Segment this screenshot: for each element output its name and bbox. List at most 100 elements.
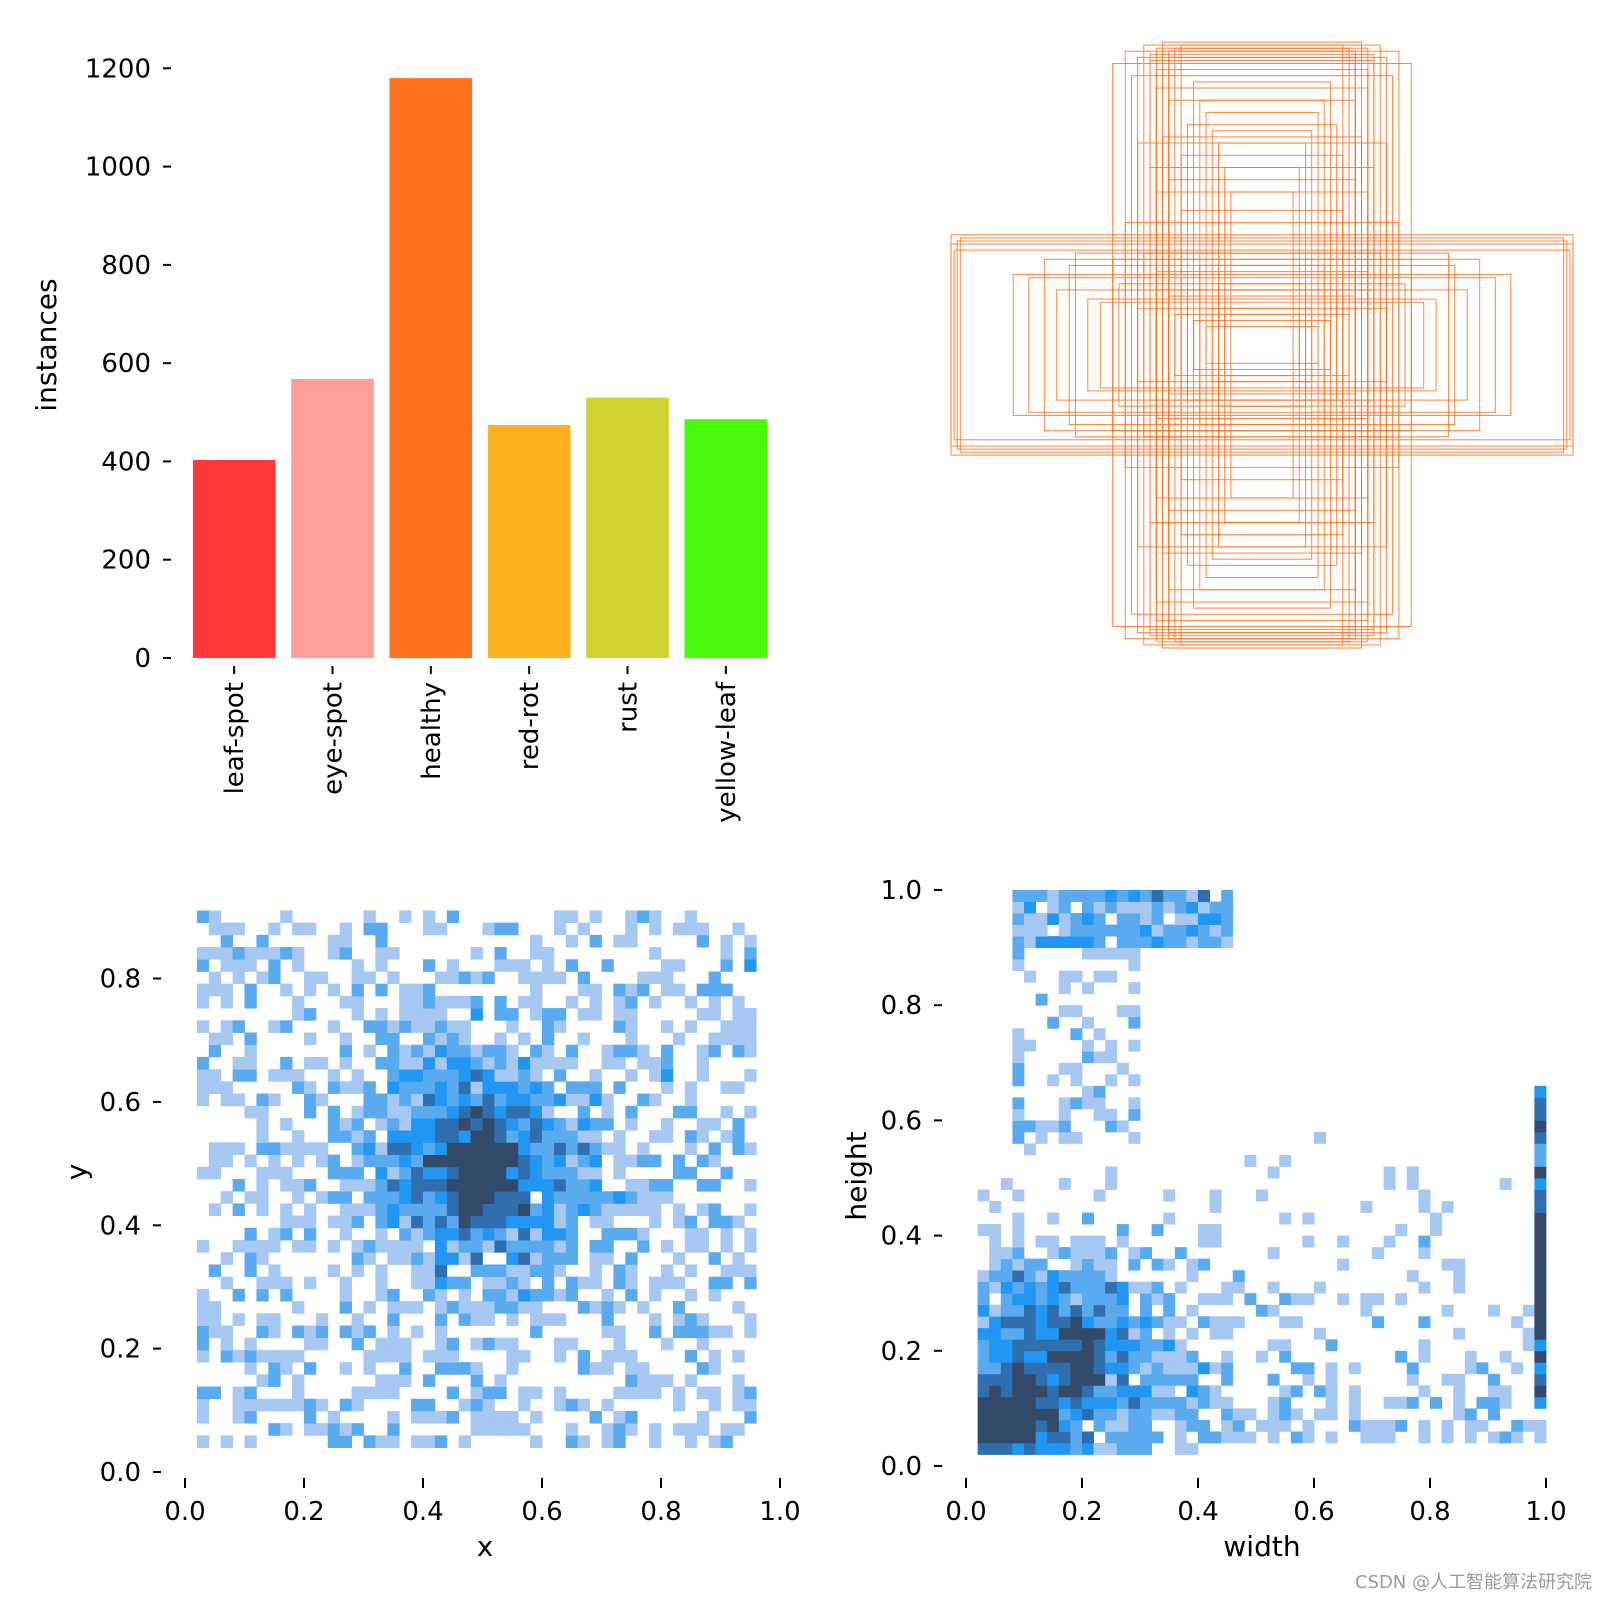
wh-heatmap-cell <box>1418 1247 1431 1260</box>
xy-heatmap-cell <box>434 1313 448 1326</box>
wh-heatmap-cell <box>1105 1442 1118 1455</box>
wh-heatmap-cell <box>1360 1419 1373 1432</box>
xy-heatmap-cell <box>244 1362 257 1375</box>
wh-heatmap-cell <box>1105 1339 1118 1352</box>
wh-heatmap-cell <box>1383 1431 1396 1444</box>
wh-heatmap-cell <box>1372 1247 1384 1260</box>
wh-heatmap-cell <box>1488 1373 1500 1386</box>
xy-heatmap-cell <box>613 1020 626 1033</box>
xy-heatmap-cell <box>363 1203 376 1217</box>
xy-heatmap-cell <box>363 1301 376 1314</box>
xy-heatmap-cell <box>434 1264 448 1278</box>
wh-heatmap-cell <box>1047 1431 1060 1444</box>
wh-heatmap-cell <box>1418 1201 1431 1213</box>
bar-y-axis-label: instances <box>30 278 63 411</box>
box-outline <box>1211 130 1313 560</box>
xy-heatmap-cell <box>720 983 733 997</box>
xy-heatmap-cell <box>399 1240 412 1253</box>
xy-heatmap-cell <box>315 1093 329 1107</box>
xy-heatmap-cell <box>649 1435 662 1448</box>
xy-heatmap-cell <box>446 1349 460 1363</box>
xy-heatmap-cell <box>625 1179 638 1192</box>
xy-heatmap-cell <box>589 910 602 924</box>
wh-heatmap-cell <box>1128 913 1141 925</box>
xy-heatmap-cell <box>244 1105 257 1119</box>
wh-heatmap-cell <box>1093 1085 1106 1098</box>
wh-heatmap-cell <box>1024 1258 1036 1271</box>
wh-heatmap-cell <box>1024 1362 1036 1375</box>
wh-heatmap-cell <box>1534 1293 1547 1306</box>
xy-heatmap-cell <box>458 1203 471 1217</box>
xy-heatmap-cell <box>304 1032 317 1046</box>
xy-heatmap-cell <box>256 1325 269 1339</box>
xy-heatmap-cell <box>708 1325 721 1339</box>
xy-heatmap-cell <box>244 1056 257 1070</box>
xy-heatmap-cell <box>399 983 412 997</box>
xy-heatmap-cell <box>304 1325 317 1339</box>
wh-heatmap-cell <box>1198 1419 1210 1432</box>
box-outline <box>1056 289 1468 401</box>
wh-heatmap-cell <box>1000 1293 1013 1306</box>
xy-heatmap-cell <box>292 1240 305 1253</box>
xy-heatmap-cell <box>732 1117 745 1131</box>
wh-heatmap-cell <box>1151 913 1164 925</box>
xy-heatmap-cell <box>351 1252 364 1265</box>
xy-heatmap-cell <box>339 995 352 1009</box>
xy-heatmap-cell <box>625 1044 638 1058</box>
xy-heatmap-cell <box>304 1179 317 1192</box>
wh-heatmap-cell <box>977 1431 990 1444</box>
xy-heatmap-cell <box>399 1020 412 1033</box>
xy-heatmap-cell <box>542 1227 555 1241</box>
wh-heatmap-cell <box>1534 1339 1547 1352</box>
xy-heatmap-cell <box>708 1398 721 1412</box>
xy-heatmap-cell <box>613 1142 626 1155</box>
xy-heatmap-cell <box>423 1032 436 1046</box>
xy-heatmap-cell <box>530 1386 543 1400</box>
xy-heatmap-cell <box>434 1410 448 1424</box>
wh-heatmap-cell <box>1105 947 1118 960</box>
xy-heatmap-cell <box>482 1398 495 1412</box>
xy-heatmap-cell <box>363 971 376 985</box>
xy-heatmap-cell <box>339 1130 352 1143</box>
wh-heatmap-cell <box>1221 1350 1234 1363</box>
xy-heatmap-cell <box>625 1105 638 1119</box>
xy-heatmap-cell <box>411 1117 424 1131</box>
xy-heatmap-cell <box>518 1423 531 1436</box>
xy-heatmap-cell <box>280 1276 293 1290</box>
xy-heatmap-cell <box>613 1227 626 1241</box>
wh-heatmap-cell <box>1198 924 1210 937</box>
xy-heatmap-cell <box>399 1105 412 1119</box>
wh-heatmap-cell <box>1000 1431 1013 1444</box>
xy-heatmap-cell <box>684 1349 698 1363</box>
xy-heatmap-cell <box>256 1313 269 1326</box>
wh-heatmap-cell <box>1058 913 1071 925</box>
xy-heatmap-cell <box>625 1227 638 1241</box>
wh-heatmap-cell <box>1058 1316 1071 1329</box>
xy-heatmap-cell <box>196 983 210 997</box>
box-outline <box>1180 154 1344 536</box>
xy-heatmap-cell <box>530 1130 543 1143</box>
xy-heatmap-cell <box>518 1166 531 1180</box>
xy-heatmap-cell <box>399 1374 412 1387</box>
wh-heatmap-cell <box>1082 1362 1094 1375</box>
box-outline <box>1168 179 1356 511</box>
xy-heatmap-cell <box>613 1325 626 1339</box>
xy-heatmap-cell <box>304 971 317 985</box>
wh-heatmap-cell <box>1140 1350 1152 1363</box>
xy-heatmap-cell <box>506 1105 519 1119</box>
xy-heatmap-cell <box>530 1410 543 1424</box>
xy-heatmap-cell <box>458 1179 471 1192</box>
xy-heatmap-cell <box>637 1093 650 1107</box>
xy-heatmap-cell <box>732 1044 745 1058</box>
box-outline <box>1130 75 1394 615</box>
xy-heatmap-cell <box>423 1252 436 1265</box>
wh-heatmap-cell <box>1522 1419 1535 1432</box>
wh-heatmap-cell <box>1209 1362 1222 1375</box>
wh-heatmap-cell <box>1290 1316 1303 1329</box>
wh-heatmap-cell <box>1105 1362 1118 1375</box>
wh-heatmap-cell <box>1070 1131 1083 1144</box>
xy-heatmap-cell <box>553 1179 567 1192</box>
wh-heatmap-cell <box>1070 1442 1083 1455</box>
wh-heatmap-cell <box>1012 959 1025 972</box>
wh-heatmap-cell <box>1325 1431 1338 1444</box>
